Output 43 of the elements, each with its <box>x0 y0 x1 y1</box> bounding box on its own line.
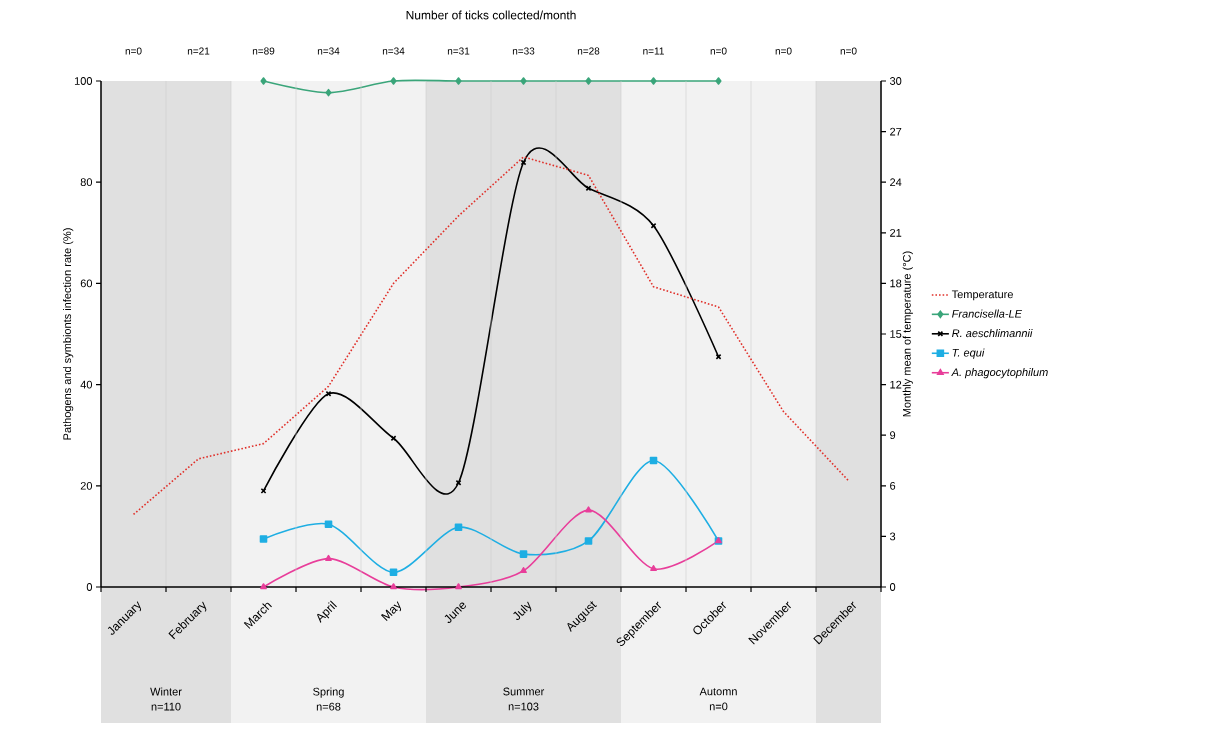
y2-tick-label: 30 <box>889 77 902 85</box>
y-tick-label: 60 <box>80 279 93 288</box>
y-tick-label: 0 <box>86 583 93 591</box>
y2-tick-label: 27 <box>890 127 902 136</box>
y2-tick-label: 15 <box>890 330 902 338</box>
chart-title: Number of ticks collected/month <box>406 10 576 20</box>
y-tick-label: 40 <box>80 380 93 389</box>
y2-tick-label: 6 <box>890 481 896 490</box>
legend-label: Temperature <box>951 290 1013 301</box>
text: n=34 <box>382 47 405 55</box>
y2-tick-label: 18 <box>890 279 902 288</box>
y2-axis-title: Monthly mean of temperature (°C) <box>902 251 913 417</box>
y-tick-label: 100 <box>74 77 93 85</box>
x-tick-label: July <box>513 601 532 621</box>
legend-label: R. aeschlimannii <box>952 329 1033 338</box>
text: n=0 <box>125 47 142 55</box>
band-label: Spring n=68 <box>313 687 344 711</box>
y-tick-label: 20 <box>80 481 93 490</box>
y2-tick-label: 24 <box>890 178 902 187</box>
text: n=34 <box>317 47 340 55</box>
y2-tick-label: 12 <box>890 380 902 389</box>
text: n=0 <box>840 47 857 55</box>
legend-label: Francisella-LE <box>952 309 1023 318</box>
text: n=31 <box>447 47 470 55</box>
y2-tick-label: 21 <box>890 228 902 237</box>
band-label: Winter n=110 <box>150 687 182 711</box>
text: n=33 <box>512 47 535 55</box>
text: n=89 <box>252 47 275 55</box>
band-label: Summer n=103 <box>503 687 545 711</box>
text: n=0 <box>775 47 792 55</box>
text: n=28 <box>577 47 600 55</box>
x-tick-label: May <box>381 601 402 621</box>
text: n=0 <box>710 47 727 55</box>
band-label: Automn n=0 <box>699 687 737 711</box>
legend-label: T. equi <box>952 348 985 359</box>
y-tick-label: 80 <box>80 178 93 187</box>
text: n=11 <box>643 47 664 55</box>
y2-tick-label: 0 <box>889 583 896 591</box>
y2-tick-label: 3 <box>889 532 896 541</box>
y2-tick-label: 9 <box>890 431 896 440</box>
y-axis-title: Pathogens and symbionts infection rate (%) <box>63 228 74 440</box>
text: n=21 <box>187 47 210 55</box>
legend-label: A. phagocytophilum <box>951 368 1048 379</box>
